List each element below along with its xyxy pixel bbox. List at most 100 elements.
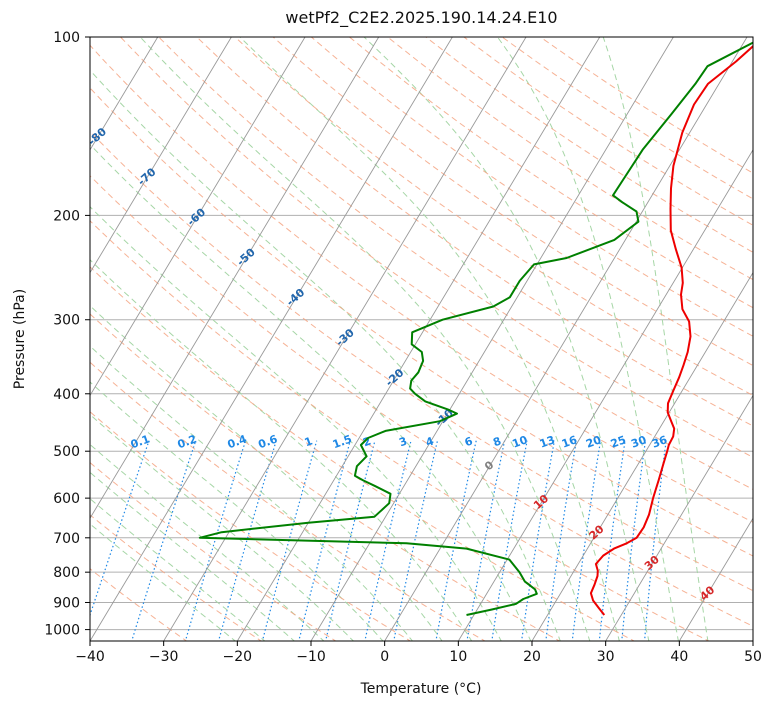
moist-adiabat-line [90, 143, 532, 641]
x-tick-label: 40 [670, 649, 688, 665]
moist-adiabat-line [363, 37, 650, 641]
isotherm-line [678, 517, 753, 641]
mixing-ratio-label: 25 [609, 433, 628, 450]
moist-adiabat-line [90, 206, 502, 641]
isotherm-label: -100 [0, 42, 13, 70]
y-tick-label: 800 [53, 565, 80, 581]
isotherm-line [90, 37, 232, 274]
x-tick-label: −30 [149, 649, 179, 665]
mixing-ratio-line [571, 440, 602, 641]
mixing-ratio-line [131, 440, 197, 641]
mixing-ratio-line [520, 440, 555, 641]
moist-adiabat-line [139, 37, 591, 641]
moist-adiabat-line [90, 69, 561, 641]
y-tick-label: 1000 [44, 623, 80, 639]
y-tick-label: 900 [53, 595, 80, 611]
y-tick-label: 400 [53, 387, 80, 403]
isotherm-line [605, 394, 753, 641]
dry-adiabat-line [310, 37, 753, 337]
isotherm-line [90, 37, 453, 641]
mixing-ratio-line [435, 440, 477, 641]
dry-adiabat-line [158, 37, 753, 458]
moist-adiabat-line [90, 345, 414, 641]
mixing-ratio-line [643, 440, 667, 641]
isotherm-line [752, 640, 753, 641]
moist-adiabat-line [90, 305, 443, 641]
moist-adiabat-line [90, 471, 296, 641]
x-tick-label: 0 [380, 649, 389, 665]
dry-adiabat-line [90, 514, 262, 641]
x-tick-label: 30 [597, 649, 615, 665]
mixing-ratio-label: 3 [397, 434, 409, 449]
dry-adiabat-line [120, 37, 753, 490]
isotherm-label: -90 [36, 85, 60, 108]
mixing-ratio-label: 0.6 [256, 432, 279, 451]
mixing-ratio-label: 6 [463, 434, 475, 449]
chart-title: wetPf2_C2E2.2025.190.14.24.E10 [285, 8, 558, 27]
mixing-ratio-line [545, 440, 577, 641]
temperature-line [589, 44, 753, 616]
mixing-ratio-line [217, 440, 277, 641]
isotherm-line [90, 37, 306, 397]
dry-adiabats [90, 37, 753, 641]
x-axis: −40 −30 −20 −10 0 10 20 30 40 50 [75, 641, 762, 665]
dry-adiabat-line [349, 37, 753, 309]
mixing-ratio-line [364, 440, 412, 641]
profile-lines [198, 41, 753, 616]
plot-frame [89, 36, 754, 642]
mixing-ratio-line [261, 440, 318, 641]
mixing-ratio-label: 8 [491, 434, 503, 449]
mixing-ratio-label: 36 [650, 433, 669, 451]
moist-adiabat-line [90, 259, 473, 641]
dewpoint-line [198, 41, 753, 616]
mixing-ratio-label: 0.4 [226, 432, 249, 451]
mixing-ratio-line [298, 440, 351, 641]
isotherm-line [384, 37, 748, 641]
mixing-ratio-line [621, 440, 647, 641]
mixing-ratio-label: 1 [303, 435, 315, 450]
mixing-ratio-line [325, 440, 376, 641]
x-tick-label: −20 [223, 649, 253, 665]
moist-adiabat-line [497, 37, 679, 641]
mixing-ratio-line [466, 440, 506, 641]
mixing-ratio-label: 4 [424, 434, 436, 449]
dry-adiabat-line [90, 361, 486, 641]
mixing-ratio-line [184, 440, 247, 641]
y-tick-label: 500 [53, 444, 80, 460]
isotherm-line [163, 37, 527, 641]
mixing-ratio-label: 0.2 [176, 432, 199, 451]
moist-adiabat-line [239, 37, 620, 641]
x-tick-label: −40 [75, 649, 105, 665]
isotherm-line [457, 149, 753, 641]
isotherm-line [0, 37, 10, 642]
isotherm-line [531, 271, 753, 641]
mixing-ratio-label: 30 [629, 433, 648, 451]
y-tick-label: 200 [53, 208, 80, 224]
moist-adiabat-line [90, 443, 325, 641]
mixing-ratio-label: 1.5 [331, 432, 354, 451]
mixing-ratio-line [491, 440, 528, 641]
mixing-ratio-label: 0.1 [129, 432, 152, 451]
x-tick-label: 10 [449, 649, 467, 665]
isotherm-line [90, 37, 380, 520]
dry-adiabat-line [90, 266, 636, 641]
y-tick-label: 100 [53, 30, 80, 46]
mixing-ratio-label: 16 [560, 433, 579, 451]
x-tick-label: −10 [296, 649, 326, 665]
dry-adiabat-line [196, 37, 753, 427]
x-axis-label: Temperature (°C) [360, 681, 482, 697]
isotherm-line [310, 37, 674, 641]
y-tick-label: 600 [53, 491, 80, 507]
isotherms [0, 37, 753, 642]
y-tick-label: 700 [53, 531, 80, 547]
isotherm-line [90, 37, 159, 151]
dry-adiabat-line [90, 568, 188, 641]
dry-adiabat-line [90, 220, 710, 641]
moist-adiabat-line [90, 381, 384, 641]
y-axis: 100 200 300 400 500 600 700 800 900 1000 [44, 30, 90, 639]
moist-adiabat-line [90, 413, 355, 641]
x-tick-label: 20 [523, 649, 541, 665]
y-axis-label: Pressure (hPa) [12, 289, 28, 389]
dry-adiabat-line [90, 175, 753, 627]
